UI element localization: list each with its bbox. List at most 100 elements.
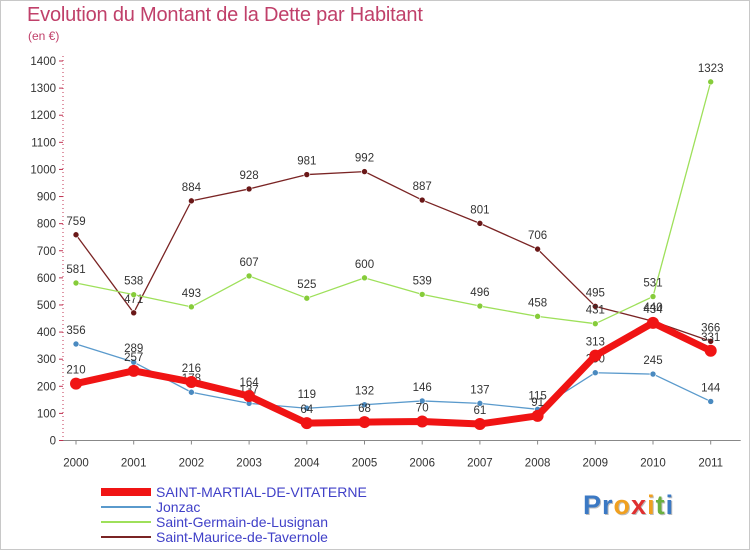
data-label-jonzac: 146 [413, 382, 432, 394]
data-label-saint-maurice-de-tavernole: 495 [586, 287, 605, 299]
data-point-saint-germain-de-lusignan [476, 302, 484, 310]
data-point-jonzac [649, 370, 657, 378]
data-label-jonzac: 137 [470, 384, 489, 396]
data-point-jonzac [418, 397, 426, 405]
data-point-saint-germain-de-lusignan [418, 291, 426, 298]
logo-letter: i [647, 490, 656, 520]
x-tick-label: 2000 [63, 458, 89, 470]
x-tick-label: 2003 [236, 458, 262, 470]
data-point-saint-maurice-de-tavernole [130, 309, 137, 317]
legend-item-jonzac: Jonzac [101, 499, 421, 515]
x-tick-label: 2008 [525, 458, 551, 470]
data-label-saint-maurice-de-tavernole: 884 [182, 182, 202, 194]
legend-item-saint-germain: Saint-Germain-de-Lusignan [101, 514, 421, 530]
data-point-saint-germain-de-lusignan [534, 313, 541, 320]
x-tick-label: 2005 [352, 458, 378, 470]
data-label-saint-martial-de-vitaterne: 68 [358, 403, 371, 415]
legend-label-saint-maurice: Saint-Maurice-de-Tavernole [156, 529, 328, 545]
series-line-saint-maurice-de-tavernole [75, 170, 712, 342]
data-point-saint-martial-de-vitaterne [243, 390, 256, 403]
data-label-saint-germain-de-lusignan: 496 [470, 287, 489, 299]
data-point-jonzac [188, 388, 195, 396]
data-label-saint-germain-de-lusignan: 431 [586, 305, 605, 317]
data-point-saint-germain-de-lusignan [72, 279, 80, 287]
data-point-saint-maurice-de-tavernole [534, 245, 541, 253]
data-label-saint-maurice-de-tavernole: 706 [528, 230, 547, 242]
legend-swatch-saint-maurice [101, 536, 151, 538]
y-tick-label: 600 [37, 273, 56, 285]
data-point-saint-germain-de-lusignan [130, 291, 137, 298]
data-label-saint-germain-de-lusignan: 607 [240, 257, 259, 269]
data-label-saint-maurice-de-tavernole: 928 [240, 170, 259, 182]
data-point-jonzac [591, 369, 599, 377]
series-line-jonzac [75, 343, 712, 410]
data-point-saint-maurice-de-tavernole [72, 231, 80, 239]
data-label-saint-germain-de-lusignan: 525 [297, 279, 316, 291]
legend-label-saint-germain: Saint-Germain-de-Lusignan [156, 514, 328, 530]
data-label-saint-martial-de-vitaterne: 61 [474, 405, 487, 417]
y-tick-label: 400 [37, 327, 56, 339]
data-label-saint-maurice-de-tavernole: 471 [124, 294, 143, 306]
x-tick-label: 2011 [698, 458, 723, 470]
data-point-saint-martial-de-vitaterne [704, 344, 717, 357]
data-label-saint-martial-de-vitaterne: 216 [182, 363, 201, 375]
data-label-saint-martial-de-vitaterne: 210 [66, 365, 85, 377]
data-point-saint-maurice-de-tavernole [245, 185, 253, 193]
data-label-saint-germain-de-lusignan: 1323 [698, 63, 724, 75]
data-label-jonzac: 115 [528, 390, 546, 402]
data-point-saint-germain-de-lusignan [303, 294, 311, 302]
data-label-saint-martial-de-vitaterne: 313 [586, 337, 605, 349]
y-tick-label: 300 [37, 354, 56, 366]
data-label-saint-martial-de-vitaterne: 331 [701, 332, 720, 344]
y-tick-label: 100 [37, 408, 56, 420]
data-point-saint-martial-de-vitaterne [416, 415, 429, 428]
legend-swatch-saint-martial [101, 488, 151, 496]
data-point-saint-germain-de-lusignan [245, 272, 253, 280]
legend-swatch-saint-germain [101, 521, 151, 523]
data-label-saint-germain-de-lusignan: 493 [182, 288, 201, 300]
y-tick-label: 500 [37, 300, 56, 312]
data-label-jonzac: 132 [355, 386, 374, 398]
data-label-saint-maurice-de-tavernole: 981 [297, 156, 316, 168]
series-line-saint-germain-de-lusignan [75, 81, 712, 325]
data-label-saint-germain-de-lusignan: 538 [124, 276, 143, 288]
data-point-saint-martial-de-vitaterne [185, 375, 198, 388]
x-tick-label: 2001 [121, 458, 147, 470]
logo-letter: t [655, 490, 666, 520]
logo-letter: o [613, 490, 632, 520]
data-label-saint-martial-de-vitaterne: 70 [416, 403, 429, 415]
data-point-saint-martial-de-vitaterne [127, 364, 140, 377]
logo-letter: r [602, 490, 614, 520]
chart-unit-label: (en €) [28, 29, 60, 43]
data-point-saint-maurice-de-tavernole [188, 197, 195, 205]
y-tick-label: 700 [37, 246, 56, 258]
x-tick-label: 2009 [583, 458, 609, 470]
data-label-jonzac: 356 [66, 325, 85, 337]
data-point-jonzac [361, 401, 368, 409]
data-point-saint-maurice-de-tavernole [361, 168, 368, 175]
data-label-saint-maurice-de-tavernole: 440 [643, 302, 662, 314]
data-label-jonzac: 144 [701, 382, 721, 394]
y-tick-label: 1400 [30, 56, 56, 68]
y-tick-label: 1100 [31, 137, 56, 149]
x-tick-label: 2010 [640, 458, 666, 470]
data-point-saint-martial-de-vitaterne [70, 377, 82, 390]
data-point-saint-maurice-de-tavernole [418, 196, 426, 204]
data-point-saint-martial-de-vitaterne [531, 409, 544, 422]
data-label-saint-germain-de-lusignan: 458 [528, 297, 547, 309]
data-label-jonzac: 119 [298, 389, 316, 401]
data-point-saint-germain-de-lusignan [188, 303, 195, 311]
proxiti-logo: Proxiti [583, 490, 674, 521]
data-point-saint-martial-de-vitaterne [358, 416, 371, 429]
data-label-saint-martial-de-vitaterne: 257 [124, 352, 143, 364]
legend-swatch-jonzac [101, 506, 151, 508]
data-point-saint-martial-de-vitaterne [589, 349, 602, 362]
data-label-saint-martial-de-vitaterne: 91 [531, 397, 544, 409]
data-point-saint-martial-de-vitaterne [300, 417, 313, 430]
legend-item-saint-martial: SAINT-MARTIAL-DE-VITATERNE [101, 484, 421, 500]
chart-legend: SAINT-MARTIAL-DE-VITATERNE Jonzac Saint-… [101, 484, 421, 545]
y-tick-label: 1000 [30, 164, 56, 176]
logo-letter: x [631, 490, 648, 520]
